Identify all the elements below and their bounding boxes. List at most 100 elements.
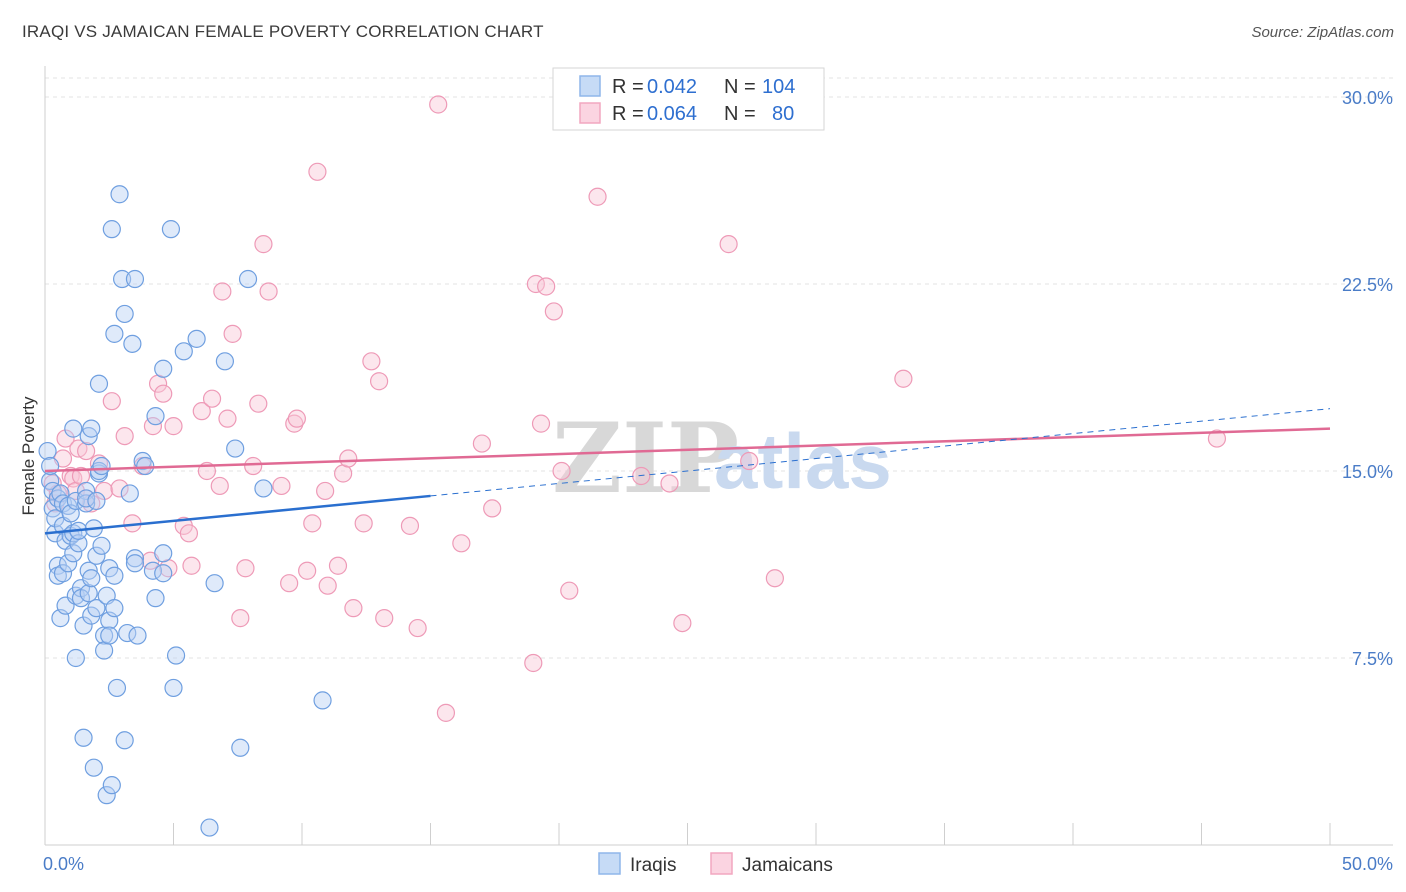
jamaicans-point [56, 429, 75, 448]
jamaicans-point [231, 609, 250, 628]
iraqis-point [146, 589, 165, 608]
iraqis-point [105, 599, 124, 618]
jamaicans-point [249, 394, 268, 413]
jamaicans-point [254, 235, 273, 254]
iraqis-point [87, 546, 106, 565]
iraqis-point [53, 564, 73, 583]
jamaicans-point [483, 499, 502, 518]
iraqis-point [161, 220, 181, 239]
jamaicans-point [531, 414, 551, 433]
x-tick-label: 0.0% [43, 854, 84, 874]
jamaicans-point [102, 392, 121, 411]
iraqis-point [64, 419, 83, 438]
jamaicans-trend-line [44, 427, 1331, 473]
y-tick-label: 15.0% [1342, 462, 1393, 482]
series-jamaicans-points [43, 95, 1227, 722]
jamaicans-point [588, 187, 607, 206]
jamaicans-point [77, 441, 96, 461]
iraqis-point [110, 185, 129, 204]
jamaicans-point [560, 581, 579, 600]
iraqis-point [146, 407, 165, 426]
iraqis-point [74, 728, 93, 747]
legend-swatch-iraqis [579, 75, 601, 97]
iraqis-point [154, 564, 173, 583]
iraqis-point [166, 646, 186, 665]
iraqis-point [215, 352, 234, 371]
iraqis-point [120, 484, 139, 503]
chart-title: IRAQI VS JAMAICAN FEMALE POVERTY CORRELA… [22, 22, 544, 41]
legend-r-value: 0.064 [647, 103, 697, 125]
jamaicans-point [115, 426, 134, 446]
iraqis-point [133, 451, 152, 471]
series-iraqis-points [38, 185, 332, 837]
jamaicans-point [298, 561, 317, 580]
jamaicans-point [202, 389, 222, 408]
iraqis-point [74, 616, 93, 635]
jamaicans-point [429, 95, 448, 114]
jamaicans-point [765, 569, 784, 588]
jamaicans-point [719, 235, 738, 254]
legend-top: R = 0.042 N = 104 R = 0.064 N = 80 [552, 67, 825, 131]
jamaicans-point [192, 402, 211, 421]
iraqis-point [82, 569, 101, 588]
legend-swatch-jamaicans [579, 102, 601, 124]
iraqis-point [102, 220, 121, 239]
y-tick-labels: 7.5% 15.0% 22.5% 30.0% [1342, 88, 1393, 669]
iraqis-point [107, 678, 127, 698]
y-tick-label: 22.5% [1342, 275, 1393, 295]
source-credit: Source: ZipAtlas.com [1251, 24, 1394, 41]
jamaicans-point [110, 479, 129, 498]
jamaicans-point [894, 369, 913, 388]
iraqis-point [154, 359, 173, 378]
jamaicans-point [673, 613, 692, 633]
jamaicans-point [280, 574, 299, 593]
legend-n-value: 104 [762, 76, 795, 98]
iraqis-point [231, 738, 250, 757]
iraqis-trend-line [44, 494, 431, 535]
iraqis-point [164, 678, 183, 698]
iraqis-point [125, 269, 145, 289]
jamaicans-point [210, 476, 229, 496]
iraqis-trend-extension [430, 408, 1331, 497]
jamaicans-point [400, 516, 420, 535]
jamaicans-point [287, 409, 306, 428]
iraqis-point [136, 456, 155, 476]
jamaicans-point [339, 449, 358, 468]
jamaicans-point [236, 559, 255, 578]
jamaicans-point [375, 609, 394, 628]
jamaicans-point [452, 534, 471, 553]
iraqis-point [154, 544, 173, 563]
legend-n-label: N = [724, 103, 756, 125]
iraqis-point [254, 479, 273, 498]
iraqis-point [115, 304, 134, 324]
iraqis-point [105, 566, 124, 585]
jamaicans-point [524, 653, 543, 673]
iraqis-point [64, 544, 83, 563]
jamaicans-point [95, 481, 114, 501]
iraqis-point [187, 329, 206, 348]
legend-r-value: 0.042 [647, 76, 697, 98]
jamaicans-point [552, 461, 571, 481]
jamaicans-point [303, 514, 322, 533]
iraqis-point [125, 554, 145, 573]
legend-bottom-label-jamaicans: Jamaicans [742, 855, 833, 876]
iraqis-point [92, 536, 111, 555]
jamaicans-point [328, 556, 348, 575]
iraqis-point [238, 269, 258, 289]
watermark: ZIP atlas [552, 402, 892, 515]
jamaicans-point [436, 703, 456, 722]
iraqis-point [200, 818, 219, 837]
watermark-zip: ZIP [552, 402, 739, 515]
y-tick-label: 30.0% [1342, 88, 1393, 108]
jamaicans-point [1207, 429, 1227, 448]
jamaicans-point [164, 417, 183, 436]
iraqis-point [79, 584, 98, 603]
jamaicans-point [285, 414, 304, 433]
legend-bottom-swatch-jamaicans [710, 852, 733, 875]
iraqis-point [92, 456, 111, 476]
jamaicans-point [308, 162, 327, 181]
jamaicans-point [316, 481, 335, 501]
jamaicans-point [370, 372, 389, 391]
iraqis-point [125, 549, 145, 568]
